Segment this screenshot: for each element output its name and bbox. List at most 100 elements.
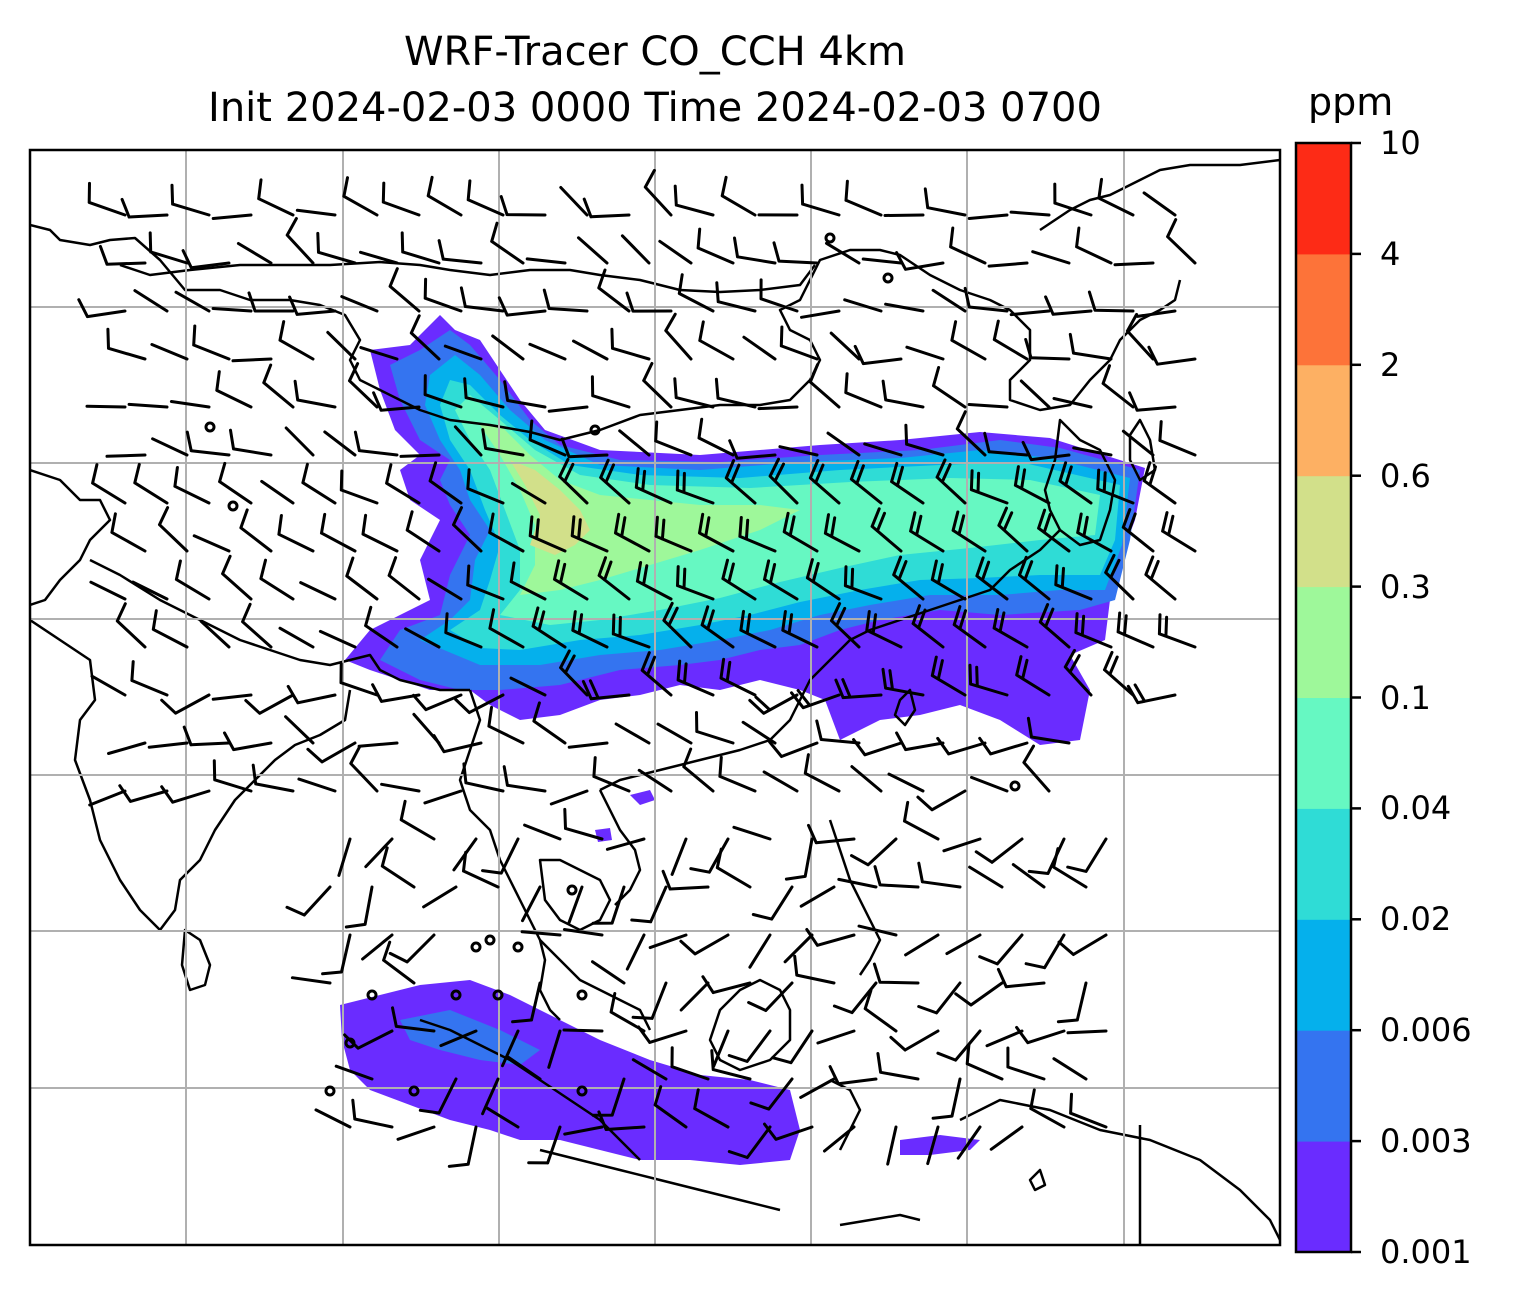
wind-barb bbox=[954, 981, 1004, 1007]
wind-barbs bbox=[77, 168, 1197, 1168]
wind-barb bbox=[1142, 461, 1177, 505]
wind-barb bbox=[1038, 603, 1071, 649]
wind-barb bbox=[412, 693, 463, 712]
wind-calm-marker bbox=[450, 989, 462, 1001]
wind-barb bbox=[843, 565, 883, 601]
wind-barb bbox=[115, 602, 147, 649]
wind-barb bbox=[1161, 511, 1197, 553]
wind-barb bbox=[945, 933, 982, 956]
borneo bbox=[708, 978, 792, 1072]
wind-barb bbox=[577, 236, 609, 265]
himalaya-border bbox=[89, 558, 470, 692]
wind-barb bbox=[359, 250, 399, 265]
wind-barb bbox=[502, 765, 547, 793]
wind-barb bbox=[751, 885, 794, 921]
wind-barb bbox=[863, 442, 903, 457]
wind-barb bbox=[127, 402, 169, 409]
wind-barb bbox=[89, 580, 127, 601]
wind-barb bbox=[987, 261, 1029, 268]
wind-barb bbox=[968, 663, 1009, 697]
wind-barb bbox=[218, 461, 253, 505]
wind-barb bbox=[453, 425, 483, 457]
wind-barb bbox=[481, 428, 525, 457]
wind-barb bbox=[466, 468, 505, 505]
wind-barb bbox=[562, 1028, 604, 1033]
wind-barb bbox=[1116, 611, 1155, 649]
wind-calm-marker bbox=[492, 989, 504, 1001]
colorbar-tick-label: 0.3 bbox=[1380, 567, 1431, 606]
wind-barb bbox=[466, 179, 505, 217]
wind-barb bbox=[978, 736, 1029, 756]
wind-barb bbox=[932, 366, 967, 409]
wind-barb bbox=[388, 267, 421, 313]
wind-calm-marker bbox=[227, 500, 239, 512]
wind-barb bbox=[1126, 683, 1177, 705]
wind-barb bbox=[426, 175, 463, 217]
wind-barb bbox=[911, 604, 945, 649]
wind-barb bbox=[286, 684, 337, 705]
wind-barb bbox=[1052, 397, 1093, 409]
wind-barb bbox=[850, 837, 898, 867]
wind-barb bbox=[174, 559, 211, 601]
wind-barb bbox=[348, 362, 379, 409]
plume-south-0.001-b bbox=[900, 1135, 980, 1155]
wind-barb bbox=[653, 1085, 688, 1129]
wind-barb bbox=[724, 459, 757, 505]
wind-barb bbox=[343, 1029, 394, 1050]
wind-barb bbox=[676, 565, 715, 601]
wind-barb bbox=[151, 437, 189, 457]
wind-barb bbox=[926, 1125, 940, 1166]
wind-barb bbox=[741, 720, 777, 745]
wind-barb bbox=[306, 741, 357, 764]
wind-barb bbox=[185, 430, 231, 457]
wind-barb bbox=[1147, 345, 1197, 366]
colorbar-tick-label: 0.1 bbox=[1380, 678, 1431, 717]
wind-barb bbox=[339, 662, 379, 697]
wind-barb bbox=[1097, 177, 1135, 217]
wind-barb bbox=[763, 1122, 814, 1141]
wind-barb bbox=[762, 770, 799, 793]
colorbar-unit: ppm bbox=[1308, 80, 1394, 124]
wind-barb bbox=[547, 1029, 562, 1069]
wind-barb bbox=[857, 924, 898, 937]
wind-barb bbox=[160, 693, 211, 715]
wind-barb bbox=[620, 234, 651, 265]
wind-barb bbox=[698, 512, 735, 553]
wind-barb bbox=[316, 231, 357, 265]
wind-barb bbox=[1006, 1046, 1046, 1081]
wind-barb bbox=[301, 462, 337, 505]
wind-barb bbox=[567, 741, 609, 749]
wind-barb bbox=[605, 837, 646, 851]
wind-barb bbox=[808, 363, 841, 409]
wind-barb bbox=[507, 1056, 542, 1081]
wind-barb bbox=[499, 195, 547, 217]
wind-barb bbox=[88, 789, 127, 807]
wind-barb bbox=[1063, 648, 1093, 697]
wind-barb bbox=[241, 602, 273, 649]
china-east-coast bbox=[599, 529, 1061, 792]
wind-barb bbox=[211, 307, 253, 313]
wind-barb bbox=[353, 430, 399, 457]
wind-barb bbox=[1052, 847, 1088, 889]
wind-barb bbox=[849, 459, 883, 505]
wind-barb bbox=[563, 807, 604, 841]
wind-barb bbox=[800, 183, 841, 217]
wind-barb bbox=[951, 510, 987, 553]
wind-barb bbox=[870, 507, 903, 553]
wind-barb bbox=[733, 236, 777, 265]
wind-barb bbox=[405, 510, 441, 553]
wind-barb bbox=[1069, 1092, 1108, 1129]
wind-barb bbox=[357, 741, 399, 748]
wind-barb bbox=[631, 1058, 668, 1081]
wind-barb bbox=[720, 175, 757, 217]
wind-barb bbox=[391, 1006, 436, 1033]
wind-barb bbox=[150, 343, 189, 361]
wind-barb bbox=[192, 324, 231, 361]
vietnam-coast bbox=[598, 789, 642, 906]
wind-barb bbox=[1103, 650, 1135, 697]
wind-barb bbox=[625, 291, 673, 313]
wind-barb bbox=[892, 555, 925, 601]
wind-barb bbox=[525, 257, 567, 265]
wind-barb bbox=[443, 344, 483, 361]
